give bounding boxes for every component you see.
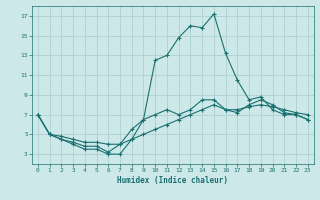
X-axis label: Humidex (Indice chaleur): Humidex (Indice chaleur) [117,176,228,185]
